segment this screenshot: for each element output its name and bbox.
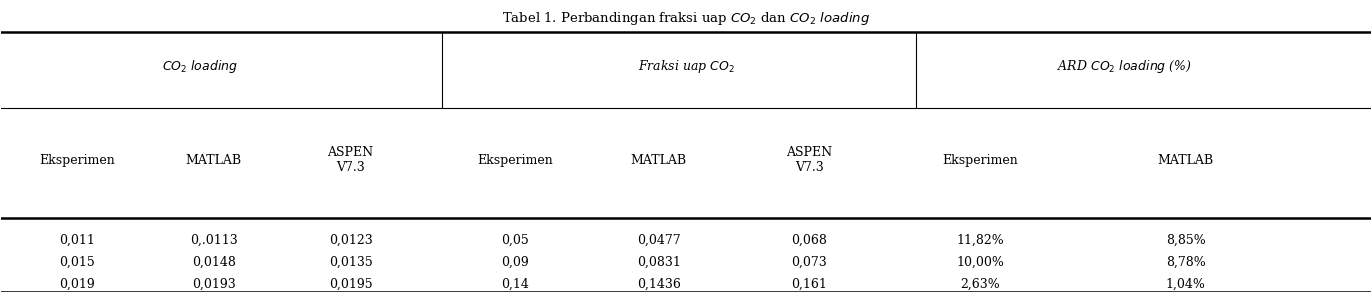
Text: 0,068: 0,068 (792, 234, 827, 247)
Text: 0,14: 0,14 (501, 278, 528, 291)
Text: 0,1436: 0,1436 (637, 278, 681, 291)
Text: ASPEN
V7.3: ASPEN V7.3 (786, 146, 833, 174)
Text: 0,0148: 0,0148 (192, 256, 236, 269)
Text: 0,0135: 0,0135 (329, 256, 372, 269)
Text: 0,.0113: 0,.0113 (189, 234, 237, 247)
Text: 0,0477: 0,0477 (637, 234, 681, 247)
Text: 1,04%: 1,04% (1166, 278, 1206, 291)
Text: 2,63%: 2,63% (960, 278, 1000, 291)
Text: 0,073: 0,073 (792, 256, 827, 269)
Text: 0,011: 0,011 (59, 234, 95, 247)
Text: 0,0193: 0,0193 (192, 278, 236, 291)
Text: MATLAB: MATLAB (1158, 153, 1214, 166)
Text: ARD $CO_2$ $loading$ (%): ARD $CO_2$ $loading$ (%) (1056, 59, 1192, 75)
Text: 0,0123: 0,0123 (329, 234, 372, 247)
Text: MATLAB: MATLAB (185, 153, 241, 166)
Text: Fraksi uap $CO_2$: Fraksi uap $CO_2$ (638, 59, 734, 75)
Text: 0,015: 0,015 (59, 256, 95, 269)
Text: 11,82%: 11,82% (956, 234, 1004, 247)
Text: 0,09: 0,09 (501, 256, 528, 269)
Text: Eksperimen: Eksperimen (477, 153, 553, 166)
Text: Eksperimen: Eksperimen (38, 153, 115, 166)
Text: 0,05: 0,05 (501, 234, 528, 247)
Text: Eksperimen: Eksperimen (943, 153, 1018, 166)
Text: Tabel 1. Perbandingan fraksi uap $CO_2$ dan $CO_2$ $loading$: Tabel 1. Perbandingan fraksi uap $CO_2$ … (502, 10, 870, 27)
Text: 0,161: 0,161 (792, 278, 827, 291)
Text: ASPEN
V7.3: ASPEN V7.3 (328, 146, 373, 174)
Text: 0,019: 0,019 (59, 278, 95, 291)
Text: 8,78%: 8,78% (1166, 256, 1206, 269)
Text: MATLAB: MATLAB (631, 153, 686, 166)
Text: 0,0195: 0,0195 (329, 278, 372, 291)
Text: 10,00%: 10,00% (956, 256, 1004, 269)
Text: 0,0831: 0,0831 (637, 256, 681, 269)
Text: $CO_2$ $loading$: $CO_2$ $loading$ (162, 59, 237, 75)
Text: 8,85%: 8,85% (1166, 234, 1206, 247)
